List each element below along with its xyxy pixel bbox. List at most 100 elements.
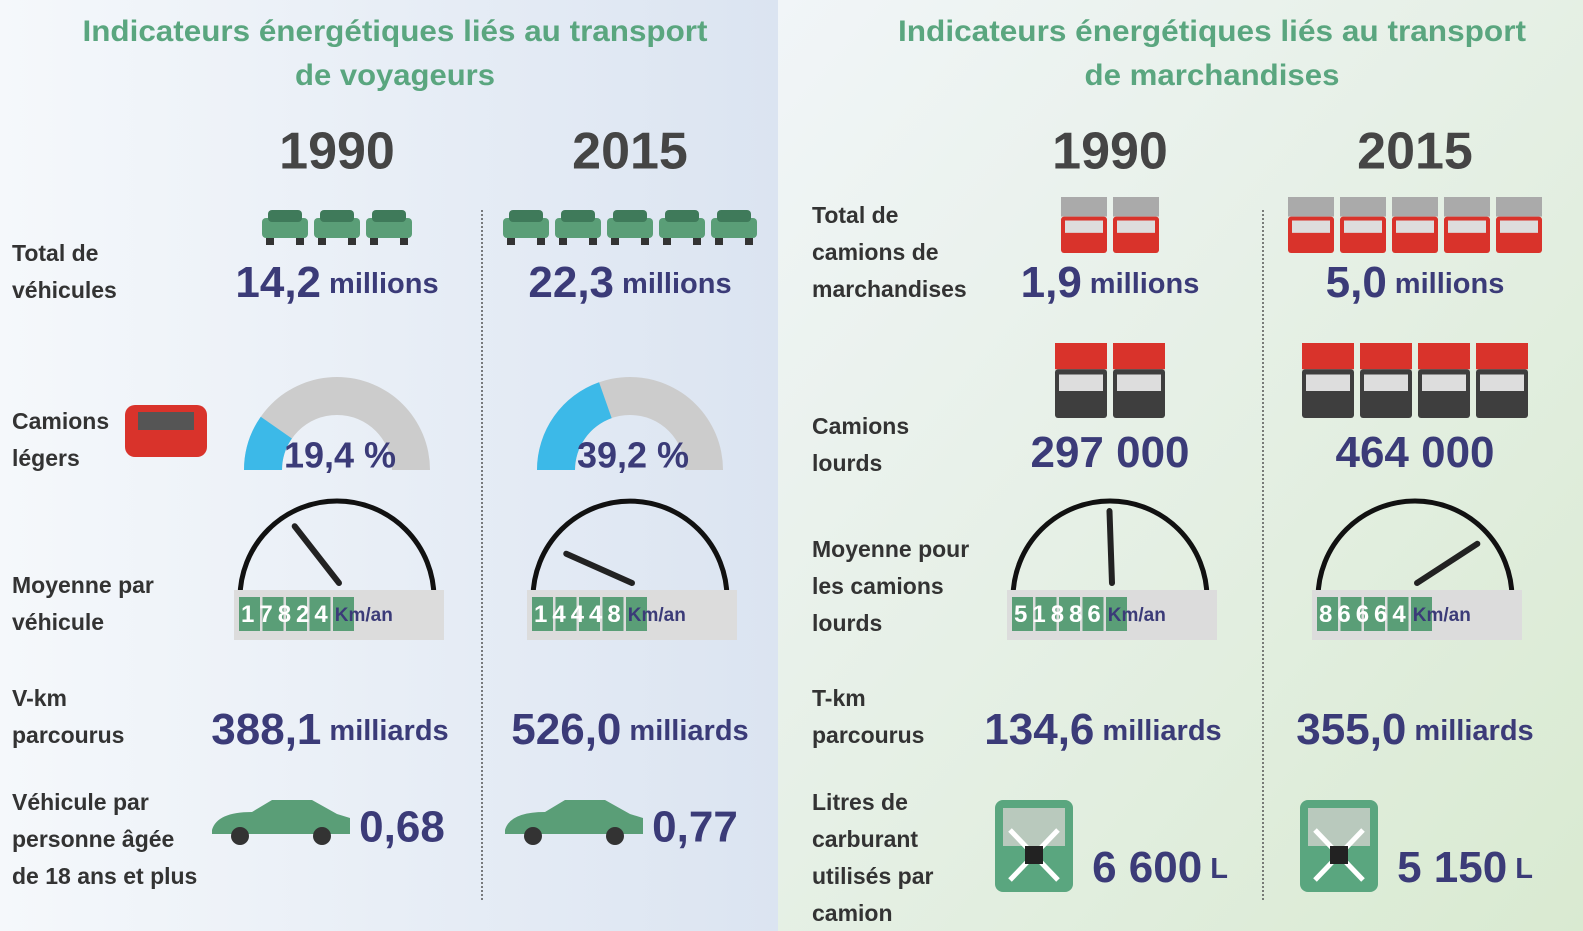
row-label: légers — [12, 445, 80, 471]
odometer-digit — [333, 597, 354, 631]
row-label: lourds — [812, 450, 882, 476]
value-unit: milliards — [629, 715, 748, 747]
odometer-digit — [626, 597, 647, 631]
car-icon — [559, 238, 567, 245]
car-icon — [745, 238, 753, 245]
car-icon — [663, 238, 671, 245]
truck-icon — [1306, 374, 1350, 391]
car-wheel — [606, 827, 624, 845]
fuel-can — [1308, 808, 1370, 846]
value-unit: milliards — [329, 715, 448, 747]
odometer-digit — [1106, 597, 1127, 631]
speedometer — [1315, 498, 1515, 599]
truck-icon — [1059, 374, 1103, 391]
truck-icon — [138, 412, 194, 430]
row-label: parcourus — [812, 722, 924, 748]
odometer-number: 14448 — [534, 601, 626, 628]
odometer-value: 86664 Km/an — [1319, 601, 1471, 628]
truck-icon — [1292, 220, 1330, 233]
truck-icon — [1392, 197, 1438, 217]
car-icon — [693, 238, 701, 245]
row-label: carburant — [812, 826, 918, 852]
odometer-digit — [1059, 597, 1080, 631]
value: 5 150 L — [1397, 843, 1533, 892]
fuel-can — [1025, 846, 1043, 864]
car-icon — [348, 238, 356, 245]
value-unit: millions — [1395, 268, 1505, 300]
truck-icon — [1364, 374, 1408, 391]
truck-icon — [1448, 220, 1486, 233]
speedometer — [237, 498, 437, 599]
value: 0,77 — [652, 803, 738, 852]
car-icon — [370, 238, 378, 245]
year: 1990 — [279, 123, 395, 181]
value-number: 22,3 — [528, 258, 614, 307]
odometer-digit — [1411, 597, 1432, 631]
row-label: véhicules — [12, 277, 117, 303]
value-unit: millions — [329, 268, 439, 300]
odometer-digit — [286, 597, 307, 631]
odometer-unit: Km/an — [1108, 605, 1166, 626]
value: 134,6 milliards — [984, 705, 1221, 754]
car-icon — [537, 238, 545, 245]
value-unit: millions — [622, 268, 732, 300]
value-number: 464 000 — [1335, 428, 1494, 477]
car-wheel — [313, 827, 331, 845]
row-label: V-km — [12, 685, 67, 711]
car-icon — [318, 238, 326, 245]
odometer-digit — [532, 597, 553, 631]
row-label: Total de — [812, 202, 898, 228]
car-icon — [659, 218, 705, 238]
car-icon — [717, 210, 751, 222]
odometer-digit — [1387, 597, 1409, 631]
value: 464 000 — [1335, 428, 1494, 477]
value-number: 1,9 — [1021, 258, 1082, 307]
odometer-unit: Km/an — [628, 605, 686, 626]
value: 14,2 millions — [235, 258, 438, 307]
odometer-digit — [309, 597, 331, 631]
row-label: personne âgée — [12, 826, 174, 852]
value-unit: millions — [1090, 268, 1200, 300]
car-icon — [607, 218, 653, 238]
odometer-digit — [1082, 597, 1104, 631]
odometer-digit — [1035, 597, 1057, 631]
truck-icon — [1113, 343, 1165, 370]
car-icon — [314, 218, 360, 238]
needle — [1414, 540, 1481, 586]
gauge-label: 19,4 % — [284, 435, 396, 476]
odometer-digit — [1364, 597, 1385, 631]
truck-icon — [1288, 197, 1334, 217]
row-label: Moyenne pour — [812, 536, 969, 562]
car-wheel — [524, 827, 542, 845]
value: 22,3 millions — [528, 258, 731, 307]
car-icon — [372, 210, 406, 222]
truck-icon — [1117, 374, 1161, 391]
row-label: marchandises — [812, 276, 967, 302]
value-number: 355,0 — [1296, 705, 1406, 754]
speedometer — [530, 498, 730, 599]
value-number: 5 150 — [1397, 843, 1507, 892]
row-label: camion — [812, 900, 893, 926]
odometer-digit — [262, 597, 284, 631]
year: 1990 — [1052, 123, 1168, 181]
panel-title: Indicateurs énergétiques liés au transpo… — [83, 15, 708, 48]
gauge-fill — [244, 416, 292, 470]
car-wheel — [231, 827, 249, 845]
odometer-unit: Km/an — [335, 605, 393, 626]
truck-icon — [1496, 197, 1542, 217]
gauge-fill — [537, 382, 612, 470]
year: 2015 — [1357, 123, 1473, 181]
truck-icon — [1418, 343, 1470, 370]
row-label: parcourus — [12, 722, 124, 748]
car-icon — [561, 210, 595, 222]
car-icon — [503, 218, 549, 238]
car-icon — [296, 238, 304, 245]
odometer-digit — [579, 597, 600, 631]
row-label: T-km — [812, 685, 866, 711]
value-number: 5,0 — [1326, 258, 1387, 307]
car-icon — [507, 238, 515, 245]
panel-bg — [778, 0, 1583, 931]
car-icon — [611, 238, 619, 245]
